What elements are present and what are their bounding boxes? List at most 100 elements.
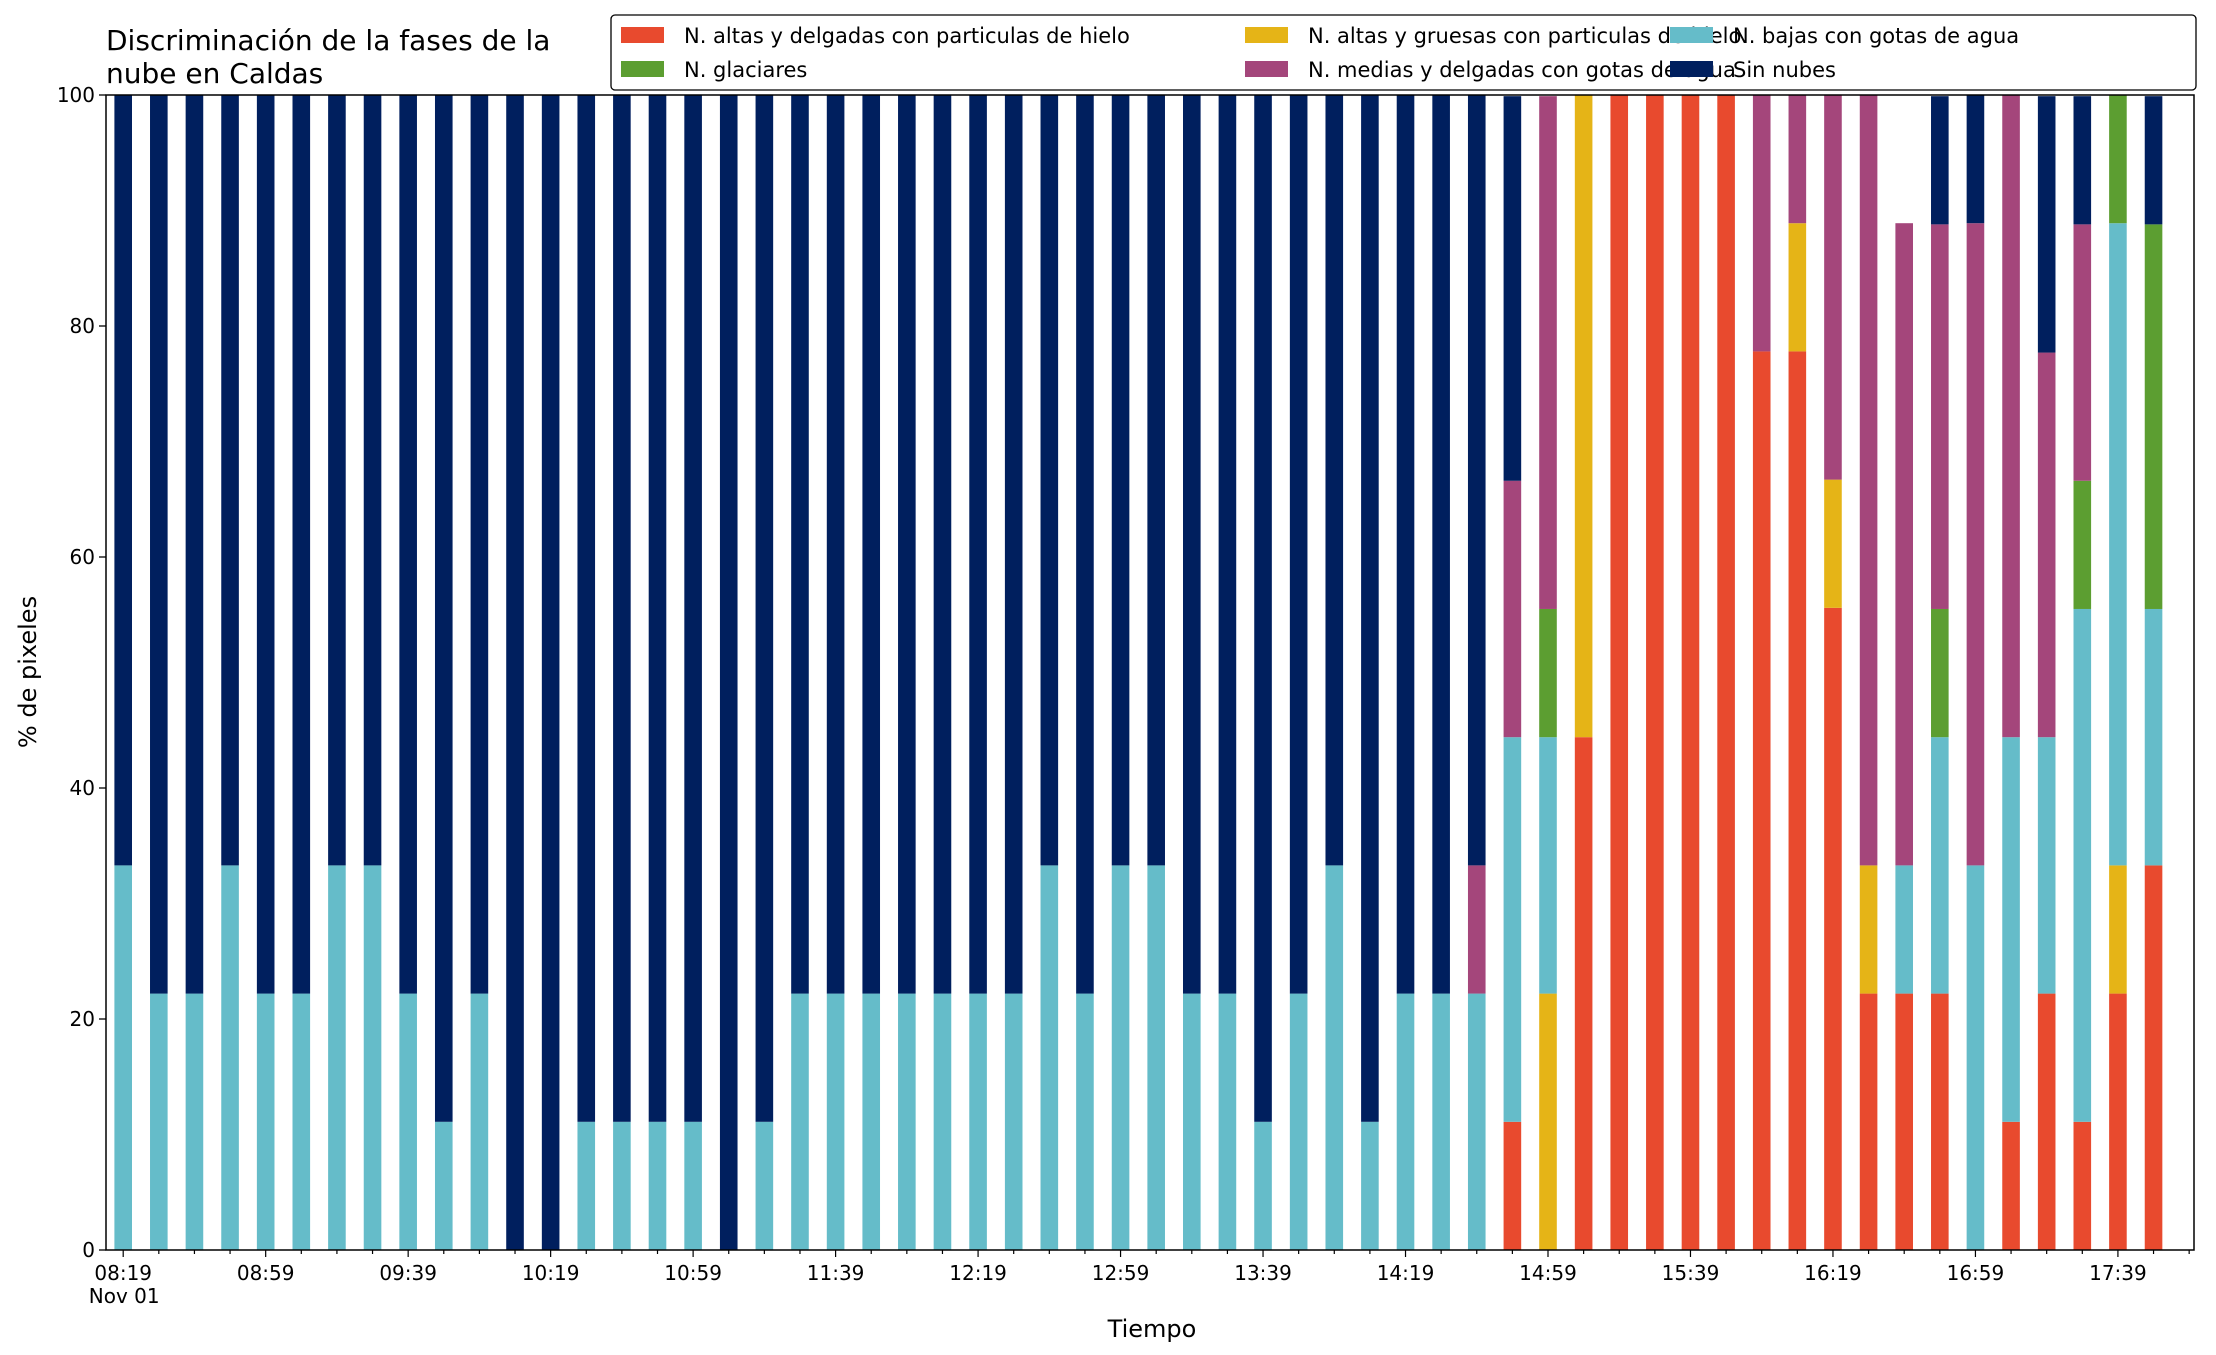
bar-segment <box>1361 95 1379 1122</box>
bar-segment <box>1004 95 1023 994</box>
bar-segment <box>2109 993 2127 1250</box>
bar-segment <box>328 95 346 866</box>
bars-group <box>114 95 2163 1250</box>
bar-segment <box>2144 865 2163 1250</box>
bar-segment <box>862 993 881 1250</box>
bar-segment <box>1574 95 1593 738</box>
bar-segment <box>1610 95 1629 1250</box>
bar-segment <box>755 95 774 1122</box>
legend-label: N. altas y delgadas con particulas de hi… <box>684 24 1130 48</box>
x-tick-label: 14:19 <box>1377 1261 1435 1285</box>
x-tick-label: 12:59 <box>1092 1261 1150 1285</box>
bar-segment <box>2144 224 2163 609</box>
bar-segment <box>1931 737 1949 994</box>
bar-segment <box>1788 351 1807 1250</box>
bar-segment <box>1467 865 1486 994</box>
bar-segment <box>1895 865 1913 994</box>
x-tick-label: 12:19 <box>949 1261 1007 1285</box>
bar-segment <box>1931 608 1949 738</box>
bar-segment <box>1539 993 1557 1250</box>
bar-segment <box>1824 95 1842 480</box>
bar-segment <box>2037 737 2056 994</box>
bar-segment <box>1931 993 1949 1250</box>
bar-segment <box>1752 351 1771 1250</box>
bar-segment <box>791 993 809 1250</box>
bar-segment <box>933 95 952 994</box>
bar-segment <box>613 1121 631 1250</box>
bar-segment <box>1361 1121 1379 1250</box>
x-tick-label: 14:59 <box>1519 1261 1577 1285</box>
bar-segment <box>1931 96 1949 225</box>
bar-segment <box>1040 95 1059 866</box>
bar-segment <box>1503 1121 1522 1250</box>
bar-segment <box>221 95 239 866</box>
x-axis-label: Tiempo <box>1107 1315 1197 1343</box>
bar-segment <box>2109 223 2127 866</box>
y-tick-label: 40 <box>70 776 95 800</box>
bar-segment <box>1539 608 1557 738</box>
bar-segment <box>1218 993 1237 1250</box>
bar-segment <box>1325 865 1344 1250</box>
bar-segment <box>399 993 417 1250</box>
y-axis-label: % de pixeles <box>14 596 42 748</box>
y-tick-label: 20 <box>70 1007 95 1031</box>
bar-segment <box>1966 223 1985 866</box>
y-tick-label: 0 <box>82 1238 95 1262</box>
x-axis: 08:19 08:59 09:39 10:19 10:59 11:39 12:19 12:59… <box>89 1250 2190 1308</box>
bar-segment <box>719 95 738 1250</box>
bar-segment <box>2109 95 2127 224</box>
plot-frame <box>105 94 2195 1251</box>
bar-segment <box>648 95 667 1122</box>
bar-segment <box>2073 96 2092 225</box>
legend-swatch <box>621 61 664 77</box>
bar-segment <box>577 1121 596 1250</box>
bar-segment <box>114 95 132 866</box>
bar-segment <box>577 95 596 1122</box>
bar-segment <box>256 993 275 1250</box>
bar-segment <box>684 95 702 1122</box>
bar-segment <box>1254 1121 1272 1250</box>
bar-segment <box>1432 993 1450 1250</box>
bar-segment <box>1503 96 1522 481</box>
bar-segment <box>1717 95 1735 1250</box>
bar-segment <box>1966 865 1985 1250</box>
bar-segment <box>2002 95 2020 738</box>
legend-label: N. altas y gruesas con particulas de hie… <box>1308 24 1741 48</box>
bar-segment <box>2037 993 2056 1250</box>
bar-segment <box>2144 96 2163 225</box>
bar-segment <box>1931 224 1949 609</box>
bar-segment <box>1183 993 1201 1250</box>
bar-segment <box>1895 223 1913 866</box>
x-tick-label: 08:59 <box>237 1261 295 1285</box>
bar-segment <box>826 95 845 994</box>
bar-segment <box>1076 993 1094 1250</box>
bar-segment <box>648 1121 667 1250</box>
bar-segment <box>292 95 311 994</box>
bar-segment <box>1111 95 1130 866</box>
bar-segment <box>1966 95 1985 224</box>
y-tick-label: 100 <box>57 83 95 107</box>
bar-segment <box>256 95 275 994</box>
bar-segment <box>1824 607 1842 1250</box>
x-date-label: Nov 01 <box>89 1284 160 1308</box>
y-tick-label: 80 <box>70 314 95 338</box>
x-tick-label: 16:59 <box>1947 1261 2005 1285</box>
bar-segment <box>613 95 631 1122</box>
bar-segment <box>2109 865 2127 994</box>
bar-segment <box>363 865 382 1250</box>
legend-label: Sin nubes <box>1733 58 1836 82</box>
x-tick-label: 10:59 <box>664 1261 722 1285</box>
bar-segment <box>2002 1121 2020 1250</box>
bar-segment <box>1574 737 1593 1250</box>
x-tick-label: 10:19 <box>522 1261 580 1285</box>
legend-box <box>610 14 2197 91</box>
bar-segment <box>1004 993 1023 1250</box>
bar-segment <box>292 993 311 1250</box>
bar-segment <box>1788 223 1807 352</box>
chart-title-line-2: nube en Caldas <box>106 57 323 90</box>
chart-title-line-1: Discriminación de la fases de la <box>106 24 550 57</box>
bar-segment <box>826 993 845 1250</box>
bar-segment <box>1076 95 1094 994</box>
x-tick-label: 11:39 <box>807 1261 865 1285</box>
